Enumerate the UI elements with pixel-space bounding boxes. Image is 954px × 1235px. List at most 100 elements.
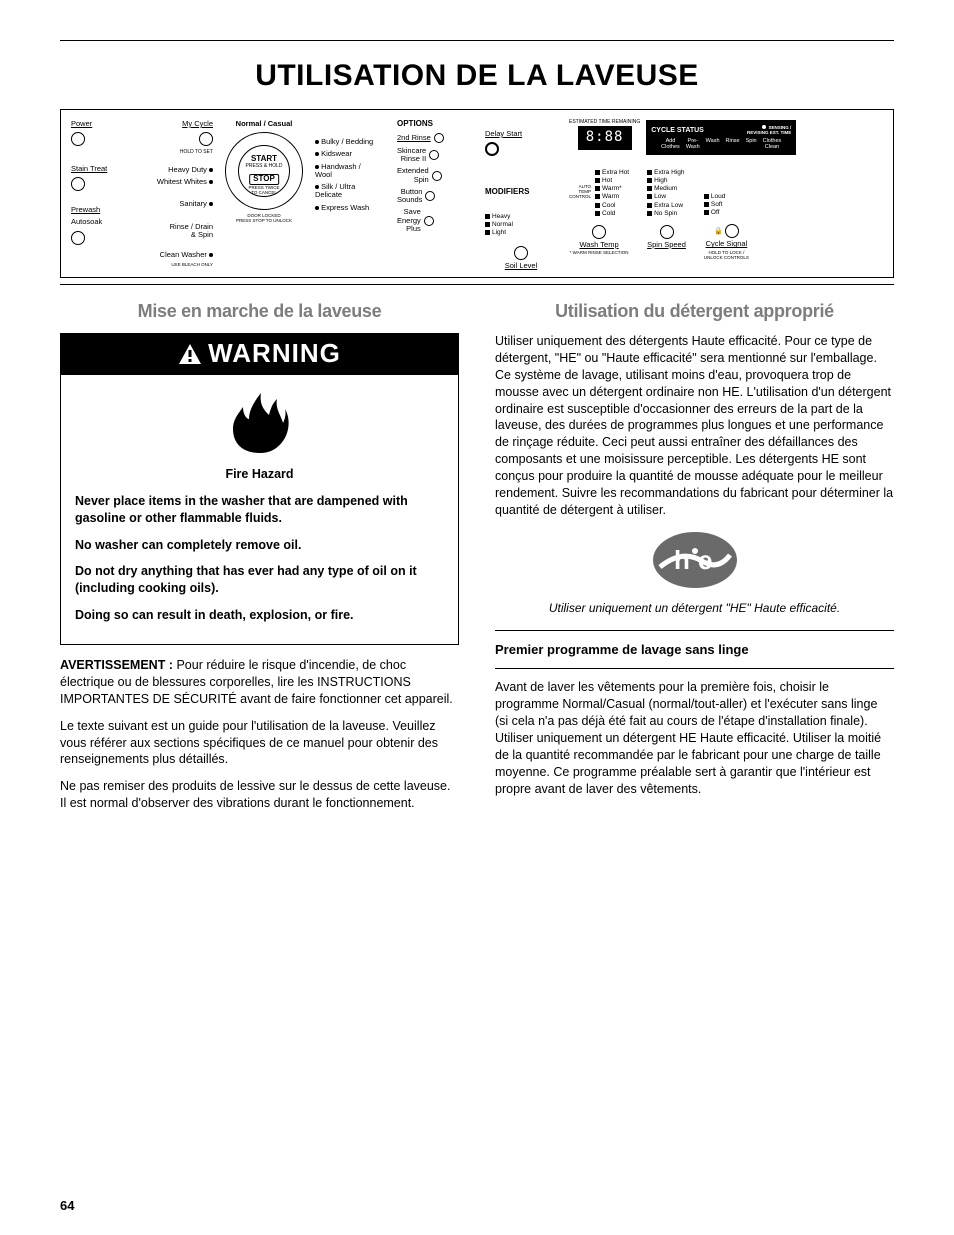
svg-text:e: e (698, 545, 712, 575)
fire-hazard-label: Fire Hazard (75, 466, 444, 483)
flame-icon (225, 385, 295, 455)
delay-start-button-icon (485, 142, 499, 156)
opt-button-icon (425, 191, 435, 201)
warning-banner: WARNING (61, 334, 458, 375)
spin-no-spin: No Spin (654, 210, 677, 217)
temp-hot: Hot (602, 177, 612, 184)
page-title: UTILISATION DE LA LAVEUSE (60, 59, 894, 93)
modifiers-header: MODIFIERS (485, 188, 557, 197)
temp-cold: Cold (602, 210, 615, 217)
cycle-signal-note: HOLD TO LOCK / UNLOCK CONTROLS (704, 251, 749, 261)
status-rinse: Rinse (726, 138, 740, 150)
autosoak-label: Autosoak (71, 218, 102, 226)
warning-box: WARNING Fire Hazard Never place items in… (60, 333, 459, 645)
spin-knob-icon (660, 225, 674, 239)
warning-word: WARNING (208, 336, 341, 371)
temp-extra-hot: Extra Hot (602, 169, 629, 176)
left-heading: Mise en marche de la laveuse (60, 299, 459, 323)
spin-medium: Medium (654, 185, 677, 192)
lock-icon: 🔒 (714, 228, 723, 236)
status-wash: Wash (706, 138, 720, 150)
wash-temp-knob-icon (592, 225, 606, 239)
whitest-whites-label: Whitest Whites (157, 178, 213, 186)
divider (495, 630, 894, 631)
opt-extended-spin: Extended Spin (397, 167, 429, 184)
auto-temp-label: AUTO TEMP CONTROL (569, 185, 591, 200)
handwash-label: Handwash / Wool (315, 163, 385, 180)
bulky-label: Bulky / Bedding (315, 138, 385, 146)
signal-loud: Loud (711, 193, 725, 200)
stain-treat-button-icon (71, 177, 85, 191)
rinse-drain-label: Rinse / Drain & Spin (170, 223, 213, 240)
he-logo-icon: h e (652, 531, 738, 589)
power-button-icon (71, 132, 85, 146)
kidswear-label: Kidswear (315, 150, 385, 158)
signal-soft: Soft (711, 201, 723, 208)
status-clean: Clothes Clean (763, 138, 782, 150)
top-rule (60, 40, 894, 41)
normal-casual-label: Normal / Casual (236, 120, 293, 128)
opt-button-icon (429, 150, 439, 160)
soil-heavy: Heavy (492, 213, 510, 220)
left-column: Mise en marche de la laveuse WARNING Fir… (60, 299, 459, 822)
warn-text-2: No washer can completely remove oil. (75, 537, 444, 554)
warn-text-4: Doing so can result in death, explosion,… (75, 607, 444, 624)
mycycle-label: My Cycle (182, 120, 213, 128)
soil-normal: Normal (492, 221, 513, 228)
cycle-signal-label: Cycle Signal (706, 240, 748, 248)
spin-speed-label: Spin Speed (647, 241, 686, 249)
options-header: OPTIONS (397, 120, 473, 129)
time-display: 8:88 (578, 126, 632, 150)
svg-text:h: h (674, 545, 690, 575)
door-locked-label: DOOR LOCKED PRESS STOP TO UNLOCK (236, 214, 292, 224)
hold-to-set-label: HOLD TO SET (180, 150, 213, 156)
status-add: Add Clothes (661, 138, 680, 150)
status-prewash: Pre- Wash (686, 138, 700, 150)
spin-extra-low: Extra Low (654, 202, 683, 209)
opt-2nd-rinse: 2nd Rinse (397, 134, 431, 142)
avertissement-para: AVERTISSEMENT : Pour réduire le risque d… (60, 657, 459, 708)
wash-temp-label: Wash Temp (579, 241, 618, 249)
prewash-button-icon (71, 231, 85, 245)
signal-off: Off (711, 209, 720, 216)
control-panel-diagram: Power Stain Treat Prewash Autosoak My Cy… (60, 109, 894, 278)
soil-level-label: Soil Level (505, 262, 538, 270)
soil-light: Light (492, 229, 506, 236)
silk-label: Silk / Ultra Delicate (315, 183, 385, 200)
opt-button-sounds: Button Sounds (397, 188, 422, 205)
cycle-status-title: CYCLE STATUS (651, 127, 704, 135)
warning-triangle-icon (178, 343, 202, 365)
express-label: Express Wash (315, 204, 385, 212)
warn-text-3: Do not dry anything that has ever had an… (75, 563, 444, 597)
opt-button-icon (432, 171, 442, 181)
press-twice-label: PRESS TWICE TO CANCEL (249, 186, 280, 196)
power-label: Power (71, 120, 92, 128)
opt-save-energy: Save Energy Plus (397, 208, 421, 233)
cycle-dial-icon: START PRESS & HOLD STOP PRESS TWICE TO C… (225, 132, 303, 210)
sanitary-label: Sanitary (179, 200, 213, 208)
right-column: Utilisation du détergent approprié Utili… (495, 299, 894, 822)
right-para-1: Utiliser uniquement des détergents Haute… (495, 333, 894, 519)
status-spin: Spin (746, 138, 757, 150)
cycle-status-panel: CYCLE STATUS SENSING / REVISING EST. TIM… (646, 120, 796, 155)
spin-high: High (654, 177, 667, 184)
section-rule (60, 284, 894, 285)
divider (495, 668, 894, 669)
soil-knob-icon (514, 246, 528, 260)
left-para-3: Ne pas remiser des produits de lessive s… (60, 778, 459, 812)
wash-temp-note: * WARM RINSE SELECTION (570, 251, 629, 256)
page-number: 64 (60, 1198, 74, 1213)
clean-washer-label: Clean Washer (160, 251, 213, 259)
right-heading: Utilisation du détergent approprié (495, 299, 894, 323)
delay-start-label: Delay Start (485, 130, 557, 138)
clean-washer-sub: USE BLEACH ONLY (171, 263, 213, 268)
prewash-label: Prewash (71, 206, 100, 214)
warn-text-1: Never place items in the washer that are… (75, 493, 444, 527)
start-sub-label: PRESS & HOLD (246, 164, 283, 170)
opt-button-icon (424, 216, 434, 226)
opt-button-icon (434, 133, 444, 143)
right-para-2: Avant de laver les vêtements pour la pre… (495, 679, 894, 797)
temp-cool: Cool (602, 202, 615, 209)
he-caption: Utiliser uniquement un détergent "HE" Ha… (495, 600, 894, 616)
spin-extra-high: Extra High (654, 169, 684, 176)
